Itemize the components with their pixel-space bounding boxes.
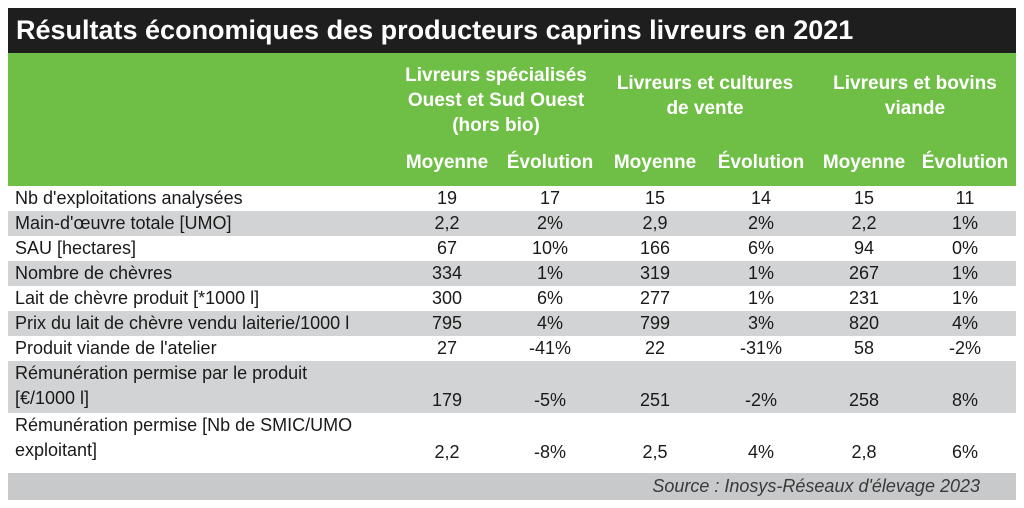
cell-value: -41% — [528, 338, 572, 358]
cell-value: 11 — [955, 188, 975, 208]
cell-value: 67 — [436, 238, 458, 258]
group-header-line: (hors bio) — [452, 115, 540, 136]
cell-value: 2,2 — [851, 213, 877, 233]
cell-value: -5% — [533, 390, 566, 410]
cell-value: 27 — [436, 338, 458, 358]
cell-value: 8% — [951, 390, 978, 410]
cell-value: 795 — [431, 313, 463, 333]
row-label: Main-d'œuvre totale [UMO] — [15, 213, 232, 233]
cell-value: 0% — [951, 238, 978, 258]
table-row: Prix du lait de chèvre vendu laiterie/10… — [8, 311, 1016, 336]
cell-value: 2% — [747, 213, 774, 233]
cell-value: 1% — [536, 263, 563, 283]
table-row: Nombre de chèvres 334 1% 319 1% 267 1% — [8, 261, 1016, 286]
cell-value: 4% — [951, 313, 978, 333]
group-header-line: Livreurs spécialisés — [405, 65, 587, 86]
cell-value: 2% — [536, 213, 563, 233]
row-label: Rémunération permise [Nb de SMIC/UMO exp… — [15, 413, 352, 463]
cell-value: 319 — [639, 263, 671, 283]
row-label: Nb d'exploitations analysées — [15, 188, 243, 208]
cell-value: 1% — [951, 288, 978, 308]
group-header-line: viande — [884, 98, 946, 119]
cell-value: 2,2 — [434, 213, 460, 233]
cell-value: -8% — [533, 442, 566, 462]
cell-value: 94 — [853, 238, 875, 258]
cell-value: 3% — [747, 313, 774, 333]
cell-value: 2,2 — [434, 442, 460, 462]
cell-value: 6% — [536, 288, 563, 308]
subheader-moyenne: Moyenne — [405, 152, 489, 173]
table-row: Lait de chèvre produit [*1000 l] 300 6% … — [8, 286, 1016, 311]
cell-value: 1% — [951, 263, 978, 283]
row-label: Produit viande de l'atelier — [15, 338, 217, 358]
results-table: Résultats économiques des producteurs ca… — [8, 8, 1016, 500]
cell-value: 6% — [951, 442, 978, 462]
group-header-bovins: Livreurs et bovins viande — [814, 71, 1016, 121]
subheader-evolution: Évolution — [717, 152, 805, 173]
row-label-line: [€/1000 l] — [15, 388, 90, 408]
group-header-line: de vente — [666, 98, 744, 119]
table-row: Rémunération permise par le produit [€/1… — [8, 361, 1016, 413]
cell-value: 2,5 — [642, 442, 668, 462]
subheader-moyenne: Moyenne — [822, 152, 906, 173]
cell-value: 4% — [747, 442, 774, 462]
cell-value: 267 — [848, 263, 880, 283]
cell-value: -2% — [948, 338, 981, 358]
row-label: Prix du lait de chèvre vendu laiterie/10… — [15, 313, 350, 333]
cell-value: 166 — [639, 238, 671, 258]
cell-value: 17 — [539, 188, 561, 208]
cell-value: 300 — [431, 288, 463, 308]
cell-value: 251 — [639, 390, 671, 410]
source-note: Source : Inosys-Réseaux d'élevage 2023 — [8, 473, 1016, 500]
row-label: Nombre de chèvres — [15, 263, 173, 283]
cell-value: 6% — [747, 238, 774, 258]
row-label: Rémunération permise par le produit [€/1… — [15, 361, 307, 411]
cell-value: 277 — [639, 288, 671, 308]
subheader-evolution: Évolution — [506, 152, 594, 173]
row-label: Lait de chèvre produit [*1000 l] — [15, 288, 260, 308]
cell-value: 334 — [431, 263, 463, 283]
row-label: SAU [hectares] — [15, 238, 137, 258]
cell-value: 820 — [848, 313, 880, 333]
cell-value: 1% — [747, 263, 774, 283]
table-row: Rémunération permise [Nb de SMIC/UMO exp… — [8, 413, 1016, 465]
cell-value: 4% — [536, 313, 563, 333]
cell-value: 2,9 — [642, 213, 668, 233]
cell-value: 231 — [848, 288, 880, 308]
table-row: Nb d'exploitations analysées 19 17 15 14… — [8, 186, 1016, 211]
cell-value: 1% — [951, 213, 978, 233]
row-label-line: exploitant] — [15, 440, 98, 460]
cell-value: 22 — [644, 338, 666, 358]
cell-value: 14 — [750, 188, 772, 208]
group-header-cultures: Livreurs et cultures de vente — [602, 71, 808, 121]
table-row: Produit viande de l'atelier 27 -41% 22 -… — [8, 336, 1016, 361]
cell-value: 2,8 — [851, 442, 877, 462]
cell-value: 58 — [853, 338, 875, 358]
cell-value: 15 — [644, 188, 666, 208]
cell-value: 179 — [431, 390, 463, 410]
subheader-moyenne: Moyenne — [613, 152, 697, 173]
table-body: Nb d'exploitations analysées 19 17 15 14… — [8, 186, 1016, 465]
cell-value: -2% — [744, 390, 777, 410]
cell-value: 10% — [531, 238, 569, 258]
cell-value: 19 — [436, 188, 458, 208]
table-row: Main-d'œuvre totale [UMO] 2,2 2% 2,9 2% … — [8, 211, 1016, 236]
table-header: Livreurs spécialisés Ouest et Sud Ouest … — [8, 53, 1016, 186]
cell-value: 258 — [848, 390, 880, 410]
cell-value: 1% — [747, 288, 774, 308]
subheader-evolution: Évolution — [921, 152, 1009, 173]
cell-value: 799 — [639, 313, 671, 333]
cell-value: 15 — [853, 188, 875, 208]
group-header-line: Ouest et Sud Ouest — [407, 90, 585, 111]
cell-value: -31% — [739, 338, 783, 358]
row-label-line: Rémunération permise [Nb de SMIC/UMO — [15, 415, 353, 435]
table-title: Résultats économiques des producteurs ca… — [8, 8, 1016, 53]
row-label-line: Rémunération permise par le produit — [15, 363, 308, 383]
group-header-line: Livreurs et bovins — [833, 73, 997, 94]
group-header-specialises: Livreurs spécialisés Ouest et Sud Ouest … — [396, 63, 596, 138]
table-row: SAU [hectares] 67 10% 166 6% 94 0% — [8, 236, 1016, 261]
group-header-line: Livreurs et cultures — [616, 73, 794, 94]
